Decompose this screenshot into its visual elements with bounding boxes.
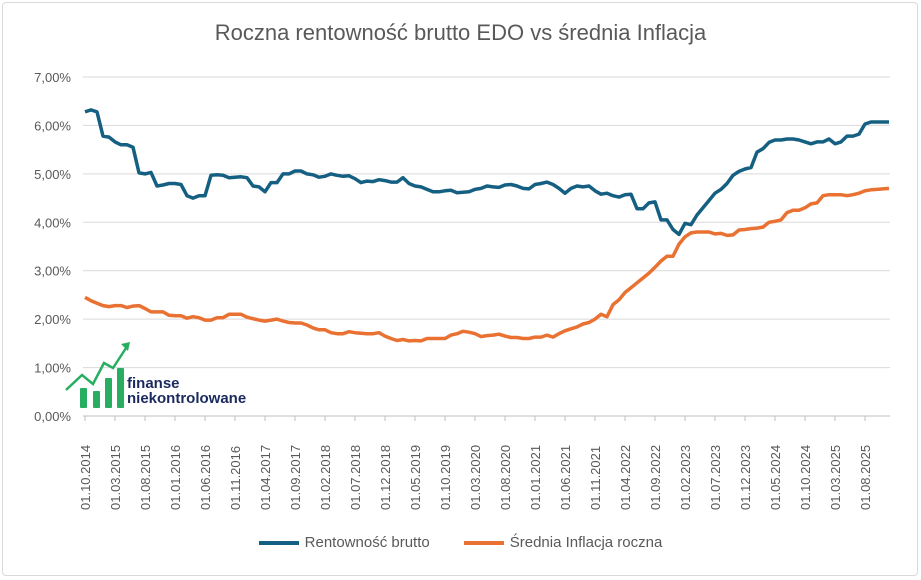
x-tick-label: 01.09.2022 bbox=[648, 445, 663, 510]
x-tick-label: 01.10.2024 bbox=[798, 445, 813, 510]
x-tick-label: 01.02.2023 bbox=[678, 445, 693, 510]
logo-bars-icon bbox=[65, 342, 130, 408]
x-tick-label: 01.08.2025 bbox=[858, 445, 873, 510]
x-tick-label: 01.10.2019 bbox=[438, 445, 453, 510]
legend-swatch bbox=[463, 540, 504, 545]
legend-item-rentownosc: Rentowność brutto bbox=[258, 534, 430, 551]
series-line-rentownosc bbox=[84, 108, 889, 237]
y-tick-label: 4,00% bbox=[34, 215, 71, 230]
x-tick-label: 01.02.2018 bbox=[318, 445, 333, 510]
y-tick-label: 2,00% bbox=[34, 312, 71, 327]
x-tick-label: 01.11.2021 bbox=[588, 446, 603, 510]
x-tick-label: 01.07.2018 bbox=[348, 445, 363, 510]
y-tick-label: 1,00% bbox=[34, 361, 71, 376]
series-line-inflacja bbox=[84, 186, 890, 343]
x-tick-label: 01.12.2023 bbox=[738, 445, 753, 510]
logo-text-line2: niekontrolowane bbox=[127, 390, 246, 407]
x-tick-label: 01.05.2019 bbox=[408, 445, 423, 510]
x-tick-label: 01.08.2020 bbox=[498, 445, 513, 510]
y-tick-label: 7,00% bbox=[34, 70, 71, 85]
legend-item-inflacja: Średnia Inflacja roczna bbox=[463, 534, 663, 551]
chart-title: Roczna rentowność brutto EDO vs średnia … bbox=[214, 20, 707, 45]
x-tick-label: 01.01.2016 bbox=[168, 445, 183, 510]
x-tick-label: 01.06.2016 bbox=[198, 445, 213, 510]
y-tick-label: 3,00% bbox=[34, 264, 71, 279]
y-tick-label: 5,00% bbox=[34, 167, 71, 182]
x-tick-label: 01.07.2023 bbox=[708, 445, 723, 510]
x-tick-label: 01.04.2022 bbox=[618, 445, 633, 510]
y-tick-label: 0,00% bbox=[34, 409, 71, 424]
x-tick-label: 01.03.2015 bbox=[108, 445, 123, 510]
x-tick-label: 01.03.2025 bbox=[828, 445, 843, 510]
x-tick-label: 01.06.2021 bbox=[558, 445, 573, 510]
x-tick-label: 01.01.2021 bbox=[528, 445, 543, 510]
x-tick-label: 01.03.2020 bbox=[468, 445, 483, 510]
x-tick-label: 01.08.2015 bbox=[138, 445, 153, 510]
logo-text-line1: finanse bbox=[127, 375, 180, 392]
legend: Rentowność brutto Średnia Inflacja roczn… bbox=[0, 534, 921, 551]
x-tick-label: 01.05.2024 bbox=[768, 445, 783, 510]
legend-label: Rentowność brutto bbox=[304, 534, 430, 551]
x-tick-label: 01.09.2017 bbox=[288, 445, 303, 510]
x-tick-label: 01.12.2018 bbox=[378, 445, 393, 510]
logo: finanse niekontrolowane bbox=[65, 342, 246, 408]
legend-label: Średnia Inflacja roczna bbox=[509, 534, 663, 551]
legend-swatch bbox=[258, 540, 299, 545]
y-tick-label: 6,00% bbox=[34, 118, 71, 133]
x-tick-label: 01.04.2017 bbox=[258, 445, 273, 510]
x-tick-label: 01.10.2014 bbox=[78, 445, 93, 510]
x-tick-label: 01.11.2016 bbox=[228, 446, 243, 510]
